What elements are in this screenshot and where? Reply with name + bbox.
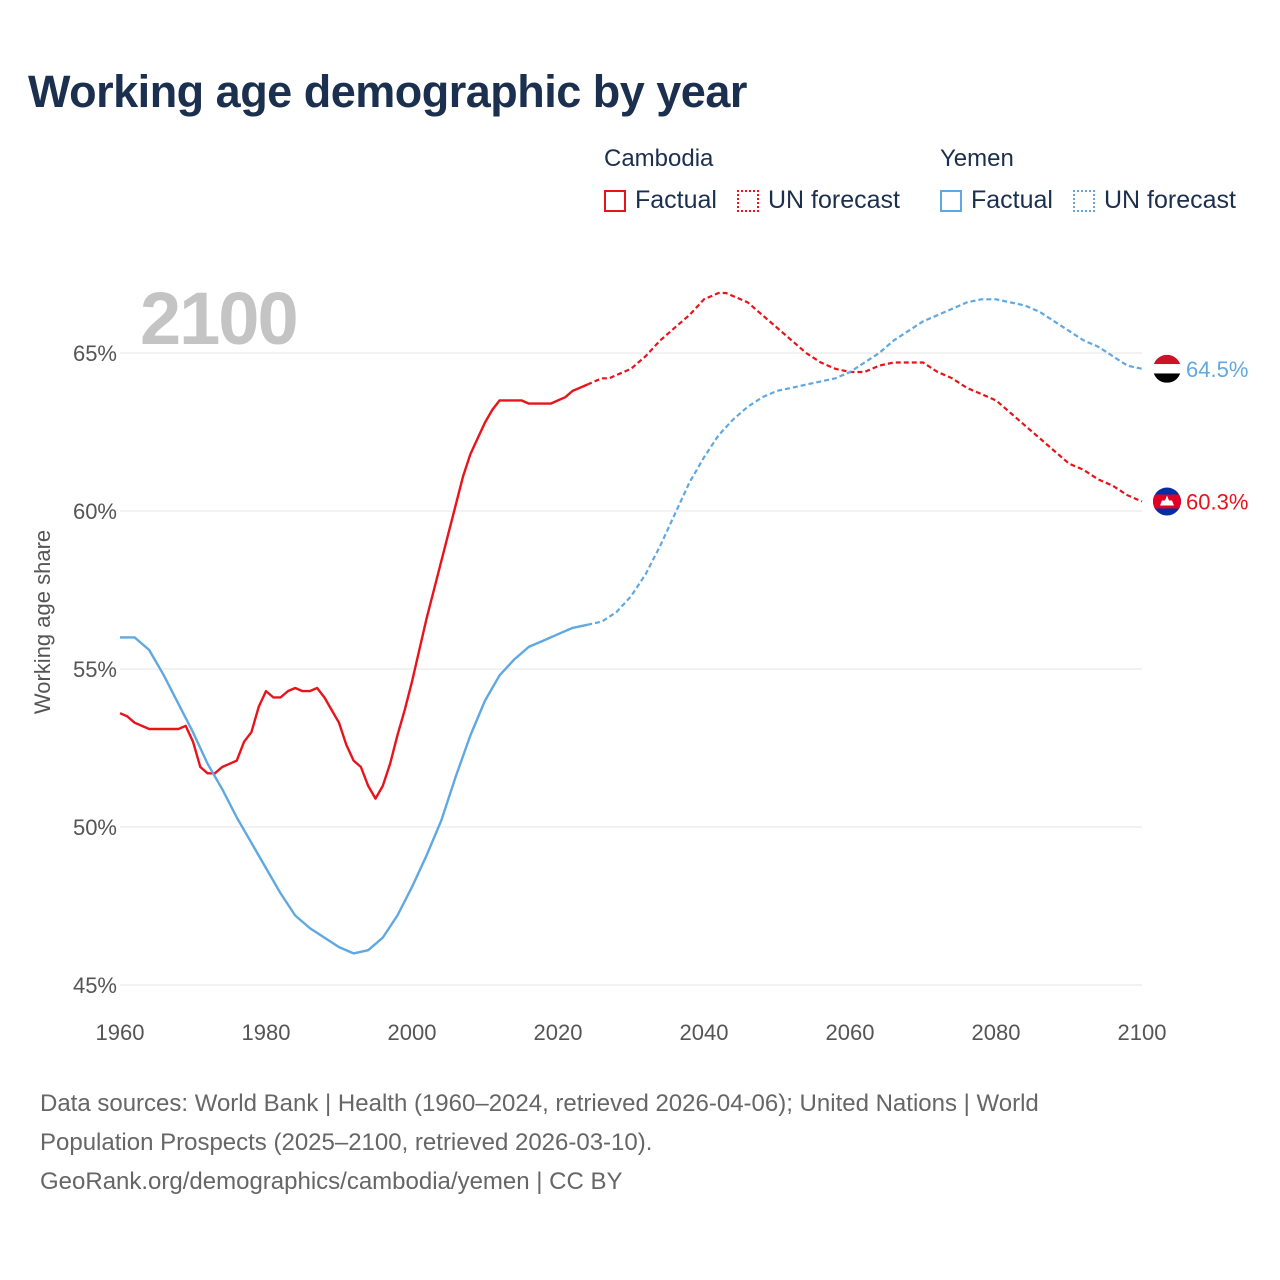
legend-swatch-solid xyxy=(940,189,962,212)
y-tick-label: 55% xyxy=(73,657,117,682)
flag-stripe xyxy=(1153,373,1181,383)
flag-stripe xyxy=(1153,354,1181,365)
temple-icon xyxy=(1160,495,1174,506)
chart-title: Working age demographic by year xyxy=(28,66,747,117)
flag-stripe xyxy=(1153,364,1181,374)
yemen-flag-icon xyxy=(1153,354,1181,383)
x-axis-ticks: 1960 1980 2000 2020 2040 2060 2080 2100 xyxy=(96,1020,1167,1045)
series-line-cambodia-forecast xyxy=(586,291,1143,503)
year-watermark: 2100 xyxy=(140,277,299,360)
legend-item-cambodia-factual[interactable]: Factual xyxy=(604,186,717,215)
legend-swatch-dotted xyxy=(1073,189,1095,212)
legend-swatch-solid xyxy=(604,189,626,212)
x-tick-label: 2080 xyxy=(972,1020,1021,1045)
x-tick-label: 2040 xyxy=(680,1020,729,1045)
x-tick-label: 2060 xyxy=(826,1020,875,1045)
legend-label: UN forecast xyxy=(1104,186,1236,214)
line-chart: 45% 50% 55% 60% 65% 1960 1980 2000 2020 2040 2060… xyxy=(73,291,1248,1045)
legend-item-yemen-factual[interactable]: Factual xyxy=(940,186,1053,215)
y-axis-ticks: 45% 50% 55% 60% 65% xyxy=(73,341,117,998)
legend-label: Factual xyxy=(971,186,1053,214)
legend-item-cambodia-forecast[interactable]: UN forecast xyxy=(737,186,900,215)
footer-source-url[interactable]: GeoRank.org/demographics/cambodia/yemen … xyxy=(40,1168,623,1195)
series-line-yemen-factual xyxy=(120,623,588,955)
x-tick-label: 1960 xyxy=(96,1020,145,1045)
legend-label: UN forecast xyxy=(768,186,900,214)
y-tick-label: 50% xyxy=(73,815,117,840)
legend-group-title-yemen: Yemen xyxy=(940,145,1014,172)
legend-label: Factual xyxy=(635,186,717,214)
cambodia-flag-icon xyxy=(1153,487,1181,516)
series-line-yemen-forecast xyxy=(586,298,1143,626)
x-tick-label: 2000 xyxy=(388,1020,437,1045)
y-tick-label: 60% xyxy=(73,499,117,524)
legend-item-yemen-forecast[interactable]: UN forecast xyxy=(1073,186,1236,215)
end-value-label-yemen: 64.5% xyxy=(1186,357,1248,382)
y-tick-label: 45% xyxy=(73,973,117,998)
y-tick-label: 65% xyxy=(73,341,117,366)
end-markers: 60.3% 64.5% xyxy=(1153,354,1248,516)
end-value-label-cambodia: 60.3% xyxy=(1186,490,1248,515)
x-tick-label: 2100 xyxy=(1118,1020,1167,1045)
legend-group-title-cambodia: Cambodia xyxy=(604,145,714,172)
legend-swatch-dotted xyxy=(737,189,759,212)
x-tick-label: 2020 xyxy=(534,1020,583,1045)
footer-sources-line1: Data sources: World Bank | Health (1960–… xyxy=(40,1090,1039,1117)
x-tick-label: 1980 xyxy=(242,1020,291,1045)
gridlines xyxy=(120,352,1142,986)
series-line-cambodia-factual xyxy=(119,383,588,800)
series-lines xyxy=(119,291,1143,955)
footer-sources-line2: Population Prospects (2025–2100, retriev… xyxy=(40,1129,653,1156)
